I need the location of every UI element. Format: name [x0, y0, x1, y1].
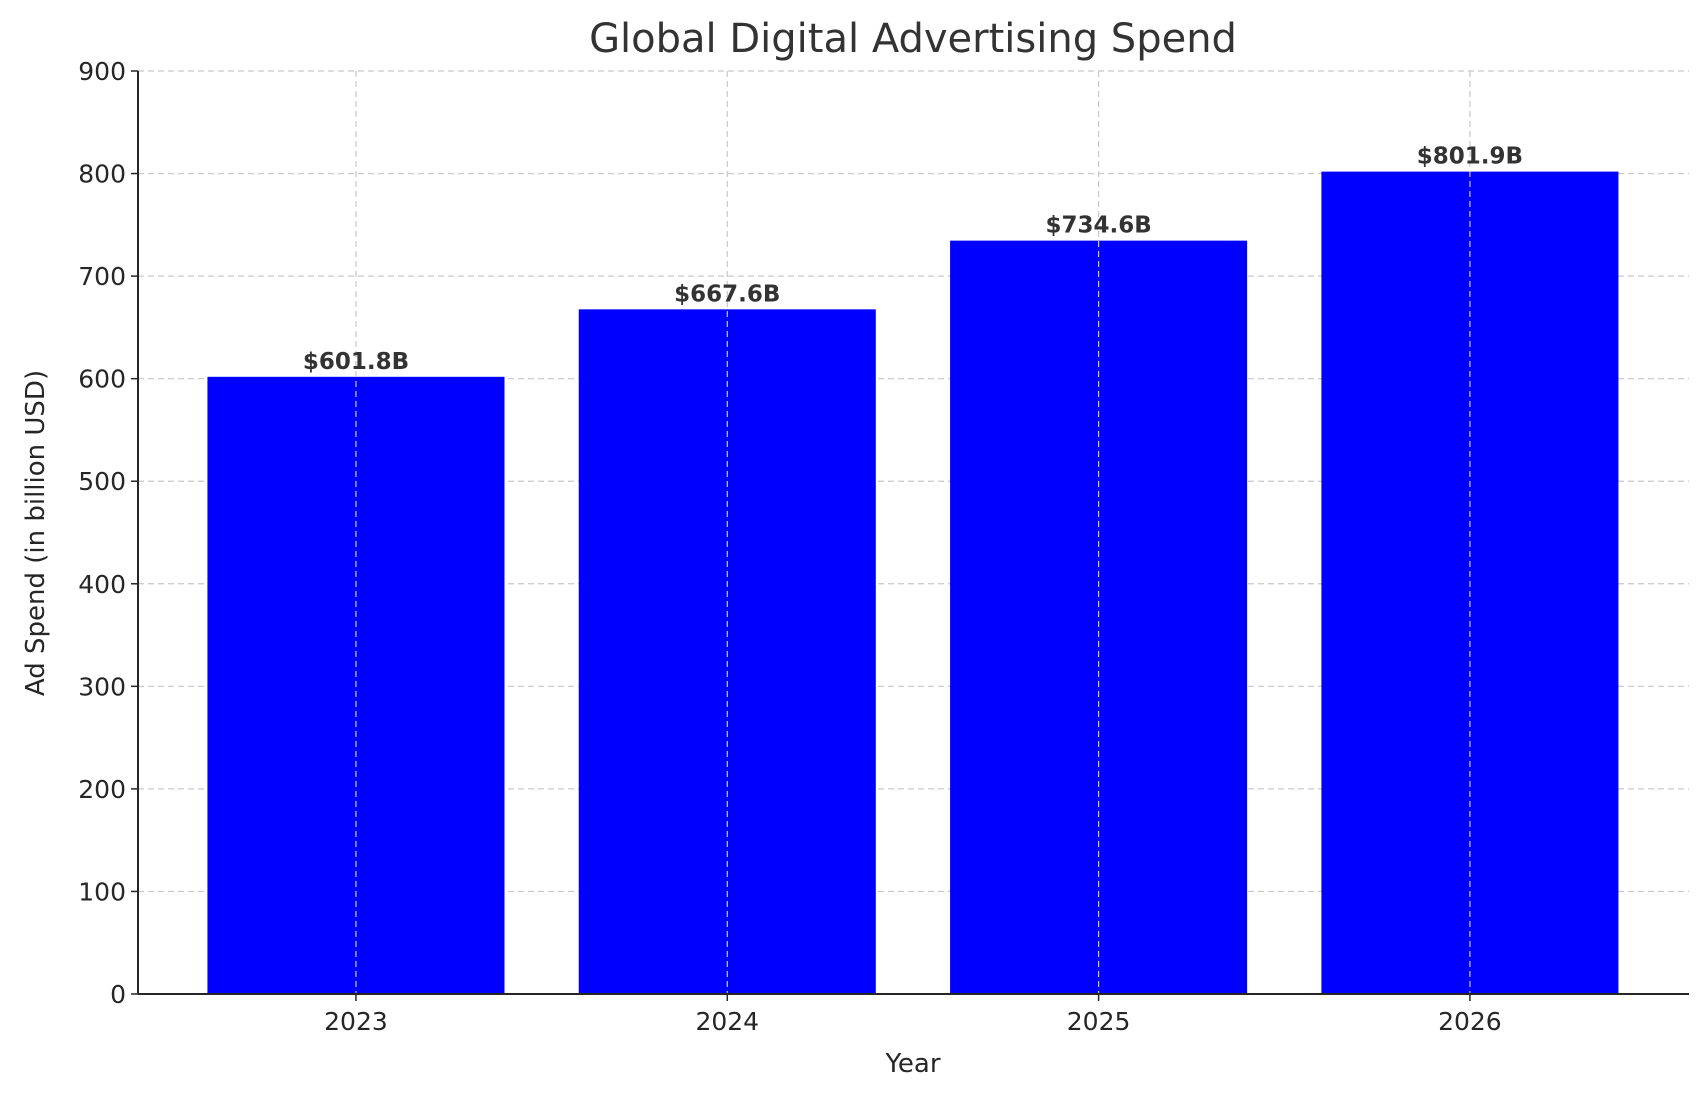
- y-tick-label: 800: [78, 160, 126, 189]
- y-axis-label: Ad Spend (in billion USD): [21, 370, 51, 696]
- y-tick-label: 300: [78, 672, 126, 701]
- x-tick-label: 2023: [324, 1007, 388, 1036]
- x-tick-label: 2024: [695, 1007, 759, 1036]
- x-tick-label: 2026: [1438, 1007, 1502, 1036]
- y-tick-label: 900: [78, 57, 126, 86]
- data-label-2025: $734.6B: [1045, 213, 1151, 239]
- chart-title: Global Digital Advertising Spend: [589, 16, 1237, 62]
- y-tick-label: 400: [78, 570, 126, 599]
- data-labels: $601.8B $667.6B $734.6B $801.9B: [303, 144, 1523, 375]
- y-tick-label: 0: [110, 980, 126, 1009]
- vertical-grid: [355, 71, 1471, 994]
- x-tick-label: 2025: [1067, 1007, 1131, 1036]
- y-tick-label: 200: [78, 775, 126, 804]
- y-tick-label: 500: [78, 467, 126, 496]
- y-tick-label: 100: [78, 877, 126, 906]
- data-label-2023: $601.8B: [303, 349, 409, 375]
- y-tick-label: 600: [78, 365, 126, 394]
- ticks: 0 100 200 300 400 500 600 700 800 900 2023 2024 2025…: [78, 57, 1501, 1036]
- bars: [207, 171, 1619, 994]
- y-tick-label: 700: [78, 262, 126, 291]
- x-axis-label: Year: [884, 1049, 940, 1079]
- data-label-2024: $667.6B: [674, 281, 780, 307]
- data-label-2026: $801.9B: [1417, 144, 1523, 170]
